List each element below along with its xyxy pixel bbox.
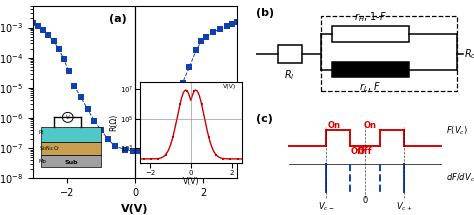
Text: Mo: Mo <box>39 159 47 164</box>
Bar <box>41 142 101 155</box>
Text: Off: Off <box>358 147 372 156</box>
X-axis label: V(V): V(V) <box>182 177 199 186</box>
Text: V(V): V(V) <box>223 84 237 89</box>
Y-axis label: R(Ω): R(Ω) <box>109 114 118 131</box>
Text: $F(V_c)$: $F(V_c)$ <box>446 124 467 137</box>
Text: $R_l$: $R_l$ <box>284 69 295 82</box>
Bar <box>321 16 456 91</box>
Text: (b): (b) <box>256 8 274 18</box>
Text: On: On <box>328 121 341 130</box>
Text: $R_c$: $R_c$ <box>464 47 474 61</box>
Bar <box>278 45 302 63</box>
Bar <box>332 62 409 77</box>
X-axis label: V(V): V(V) <box>121 204 149 214</box>
Bar <box>332 26 409 42</box>
Text: $V_{c-}$: $V_{c-}$ <box>318 201 334 213</box>
Text: V: V <box>66 115 70 120</box>
Text: On: On <box>364 121 377 130</box>
Text: $V_{c+}$: $V_{c+}$ <box>396 201 412 213</box>
Text: (a): (a) <box>109 14 127 24</box>
Circle shape <box>63 112 73 122</box>
Text: $\mathrm{Si_3N_4}$:Cr: $\mathrm{Si_3N_4}$:Cr <box>39 144 61 153</box>
Bar <box>41 155 101 167</box>
Text: $r_H$, 1-$F$: $r_H$, 1-$F$ <box>354 10 387 24</box>
Bar <box>41 127 101 142</box>
Text: (c): (c) <box>256 114 273 124</box>
Text: $dF/dV_c$: $dF/dV_c$ <box>446 172 474 184</box>
Text: Off: Off <box>351 147 365 156</box>
Text: 0: 0 <box>362 196 368 205</box>
Text: Pt: Pt <box>39 130 44 135</box>
Text: Sub: Sub <box>64 160 78 165</box>
Text: $r_L$, $F$: $r_L$, $F$ <box>359 80 382 94</box>
